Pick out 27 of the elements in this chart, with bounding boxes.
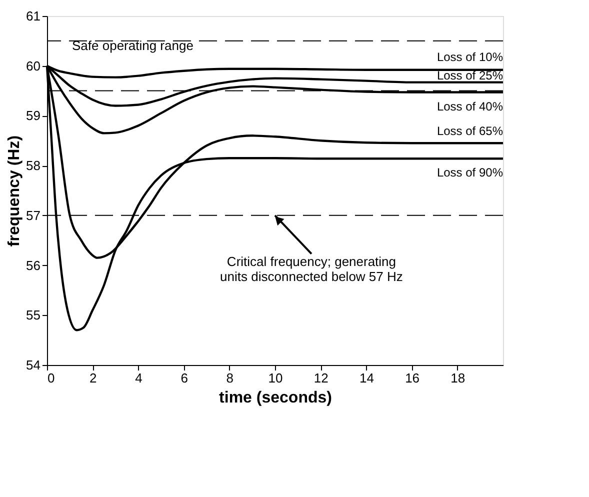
y-tick-label: 54 [26,358,40,372]
x-tick-label: 12 [314,370,328,386]
y-tick-label: 58 [26,158,40,174]
x-axis-title: time (seconds) [219,390,332,406]
x-tick-label: 0 [48,370,55,386]
y-tick-label: 57 [26,208,40,223]
x-tick-label: 16 [405,370,420,386]
series-label: Loss of 65% [436,124,504,138]
annotation: Safe operating range [72,38,194,53]
x-tick-label: 6 [180,370,188,386]
y-tick-label: 60 [26,58,40,74]
x-tick-label: 8 [226,370,234,386]
y-tick-label: 59 [26,108,40,124]
y-axis-title: frequency (Hz) [6,135,24,247]
annotation: Critical frequency; generating units disconnected below 57 Hz [220,254,403,284]
x-tick-label: 2 [89,370,97,386]
series-label: Loss of 90% [436,166,504,180]
x-tick-label: 18 [450,370,466,386]
x-tick-label: 14 [359,370,374,386]
y-tick-label: 61 [26,8,40,24]
x-tick-label: 10 [268,370,283,386]
series-label: Loss of 25% [436,68,504,82]
y-tick-label: 55 [26,308,40,323]
series-label: Loss of 40% [436,99,504,114]
x-tick-label: 4 [135,370,142,386]
series-label: Loss of 10% [436,50,504,64]
y-tick-label: 56 [26,258,40,273]
